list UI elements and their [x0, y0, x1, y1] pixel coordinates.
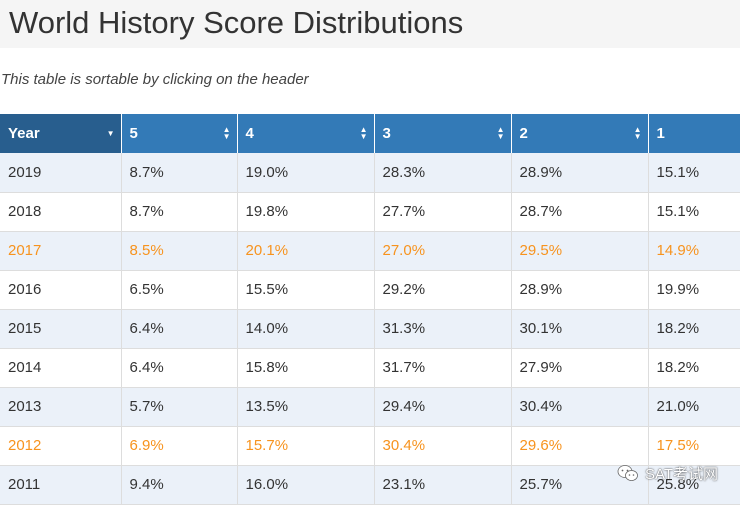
cell-score-5: 8.5%: [121, 231, 238, 271]
column-header-score-1[interactable]: 1: [648, 114, 740, 153]
cell-score-5: 8.7%: [121, 192, 238, 232]
watermark: SAT考试网: [617, 462, 718, 484]
table-row: 2011 9.4% 16.0% 23.1% 25.7% 25.8%: [0, 465, 740, 505]
cell-year: 2014: [0, 348, 122, 388]
sort-descending-icon: ▼: [106, 129, 115, 138]
cell-score-2: 29.6%: [511, 426, 649, 466]
cell-score-4: 15.7%: [237, 426, 375, 466]
watermark-text: SAT考试网: [644, 465, 718, 483]
table-row: 2014 6.4% 15.8% 31.7% 27.9% 18.2%: [0, 348, 740, 388]
title-bar: World History Score Distributions: [0, 0, 740, 48]
column-header-score-4[interactable]: 4 ▲ ▼: [237, 114, 375, 153]
cell-score-2: 28.7%: [511, 192, 649, 232]
page-title: World History Score Distributions: [9, 5, 464, 40]
cell-score-1: 18.2%: [648, 309, 740, 349]
cell-score-4: 19.0%: [237, 153, 375, 193]
cell-score-1: 14.9%: [648, 231, 740, 271]
sort-both-icon: ▲ ▼: [633, 125, 642, 141]
table-row: 2013 5.7% 13.5% 29.4% 30.4% 21.0%: [0, 387, 740, 427]
cell-score-5: 6.5%: [121, 270, 238, 310]
cell-score-1: 18.2%: [648, 348, 740, 388]
cell-score-5: 6.4%: [121, 348, 238, 388]
column-header-label: 5: [129, 125, 138, 142]
column-header-score-5[interactable]: 5 ▲ ▼: [121, 114, 238, 153]
cell-score-1: 15.1%: [648, 192, 740, 232]
column-header-label: Year: [8, 125, 40, 142]
cell-year: 2016: [0, 270, 122, 310]
column-header-year[interactable]: Year ▼: [0, 114, 122, 153]
cell-score-5: 6.4%: [121, 309, 238, 349]
cell-score-2: 29.5%: [511, 231, 649, 271]
cell-score-2: 27.9%: [511, 348, 649, 388]
cell-score-4: 15.8%: [237, 348, 375, 388]
cell-score-4: 16.0%: [237, 465, 375, 505]
column-header-score-3[interactable]: 3 ▲ ▼: [374, 114, 512, 153]
cell-score-3: 27.7%: [374, 192, 512, 232]
table-row-highlighted: 2012 6.9% 15.7% 30.4% 29.6% 17.5%: [0, 426, 740, 466]
table-row: 2019 8.7% 19.0% 28.3% 28.9% 15.1%: [0, 153, 740, 193]
cell-score-5: 8.7%: [121, 153, 238, 193]
cell-score-2: 30.1%: [511, 309, 649, 349]
cell-year: 2018: [0, 192, 122, 232]
table-row: 2018 8.7% 19.8% 27.7% 28.7% 15.1%: [0, 192, 740, 232]
sort-both-icon: ▲ ▼: [359, 125, 368, 141]
cell-score-4: 15.5%: [237, 270, 375, 310]
table-note: This table is sortable by clicking on th…: [1, 71, 309, 88]
cell-score-3: 23.1%: [374, 465, 512, 505]
cell-score-4: 13.5%: [237, 387, 375, 427]
cell-score-2: 28.9%: [511, 153, 649, 193]
wechat-icon: [617, 464, 638, 481]
sort-both-icon: ▲ ▼: [496, 125, 505, 141]
column-header-label: 3: [382, 125, 391, 142]
cell-year: 2011: [0, 465, 122, 505]
cell-score-1: 15.1%: [648, 153, 740, 193]
cell-score-4: 14.0%: [237, 309, 375, 349]
cell-score-3: 29.4%: [374, 387, 512, 427]
cell-score-1: 17.5%: [648, 426, 740, 466]
cell-score-3: 28.3%: [374, 153, 512, 193]
cell-score-1: 21.0%: [648, 387, 740, 427]
cell-year: 2017: [0, 231, 122, 271]
cell-score-4: 20.1%: [237, 231, 375, 271]
cell-score-3: 29.2%: [374, 270, 512, 310]
cell-score-3: 31.3%: [374, 309, 512, 349]
cell-score-2: 28.9%: [511, 270, 649, 310]
cell-score-1: 19.9%: [648, 270, 740, 310]
cell-year: 2019: [0, 153, 122, 193]
column-header-label: 2: [519, 125, 528, 142]
cell-year: 2012: [0, 426, 122, 466]
cell-year: 2015: [0, 309, 122, 349]
cell-score-4: 19.8%: [237, 192, 375, 232]
cell-score-5: 5.7%: [121, 387, 238, 427]
cell-score-5: 9.4%: [121, 465, 238, 505]
cell-score-3: 30.4%: [374, 426, 512, 466]
cell-score-3: 27.0%: [374, 231, 512, 271]
cell-score-5: 6.9%: [121, 426, 238, 466]
cell-score-3: 31.7%: [374, 348, 512, 388]
table-row-highlighted: 2017 8.5% 20.1% 27.0% 29.5% 14.9%: [0, 231, 740, 271]
column-header-label: 1: [656, 125, 665, 142]
cell-score-2: 30.4%: [511, 387, 649, 427]
column-header-score-2[interactable]: 2 ▲ ▼: [511, 114, 649, 153]
sort-both-icon: ▲ ▼: [222, 125, 231, 141]
table-header-row: Year ▼ 5 ▲ ▼ 4 ▲ ▼ 3 ▲ ▼ 2 ▲ ▼ 1: [0, 114, 740, 153]
column-header-label: 4: [245, 125, 254, 142]
table-row: 2016 6.5% 15.5% 29.2% 28.9% 19.9%: [0, 270, 740, 310]
score-distribution-table: Year ▼ 5 ▲ ▼ 4 ▲ ▼ 3 ▲ ▼ 2 ▲ ▼ 1: [0, 114, 740, 505]
cell-year: 2013: [0, 387, 122, 427]
table-row: 2015 6.4% 14.0% 31.3% 30.1% 18.2%: [0, 309, 740, 349]
